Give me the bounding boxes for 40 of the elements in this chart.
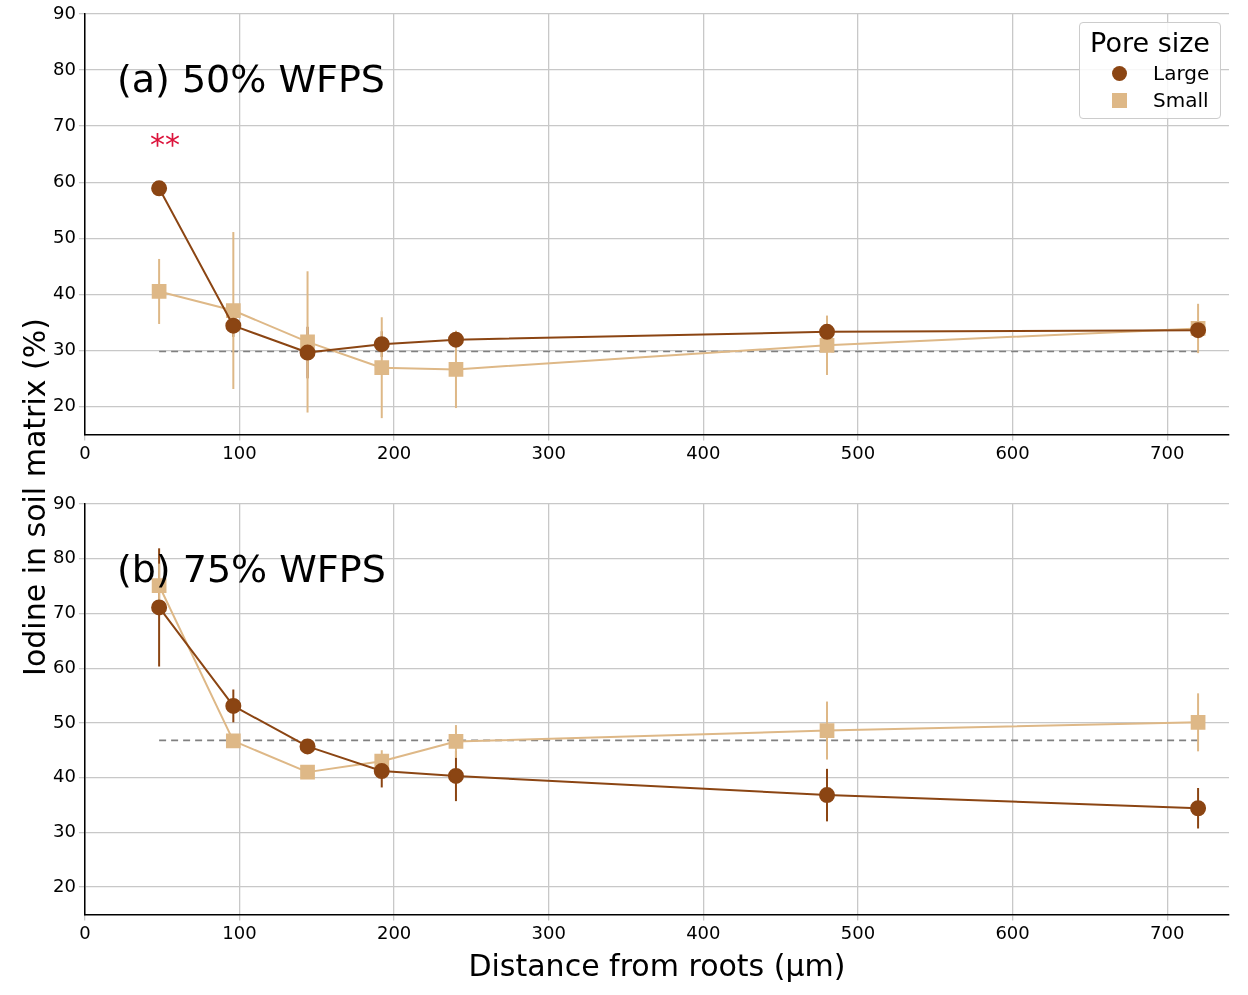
x-axis-title: Distance from roots (µm) [468,947,846,983]
x-tick-label: 300 [531,441,566,463]
y-tick-label: 90 [53,1,76,23]
y-tick-label: 70 [53,113,76,135]
x-tick-label: 300 [531,921,566,943]
y-tick-label: 60 [53,169,76,191]
x-tick-label: 500 [840,921,876,943]
x-tick-label: 600 [995,441,1030,463]
x-tick-label: 200 [376,441,412,463]
annotation: ** [150,126,181,162]
y-tick-label: 90 [53,491,76,513]
legend-title: Pore size [1090,27,1210,58]
y-axis-title: Iodine in soil matrix (%) [16,318,52,676]
x-tick-label: 400 [686,441,721,463]
y-tick-label: 80 [53,546,76,568]
x-tick-label: 100 [222,441,257,463]
annotation: (a) 50% WFPS [116,56,385,101]
y-tick-label: 20 [53,874,76,896]
y-tick-label: 50 [53,710,76,732]
x-tick-label: 700 [1149,921,1185,943]
x-tick-label: 0 [79,921,91,943]
y-tick-label: 50 [53,225,76,247]
y-tick-label: 80 [53,57,76,79]
x-tick-label: 600 [995,921,1030,943]
legend-label: Large [1153,61,1210,85]
y-tick-label: 40 [53,281,76,303]
x-tick-label: 200 [376,921,412,943]
y-tick-label: 60 [53,655,76,677]
y-tick-label: 30 [53,337,76,359]
y-tick-label: 30 [53,819,76,841]
x-tick-label: 0 [79,441,91,463]
x-tick-label: 500 [840,441,876,463]
x-tick-label: 400 [686,921,721,943]
legend-label: Small [1153,88,1209,112]
y-tick-label: 40 [53,765,76,787]
x-tick-label: 100 [222,921,257,943]
x-tick-label: 700 [1149,441,1185,463]
annotation: (b) 75% WFPS [116,546,386,591]
y-tick-label: 70 [53,601,76,623]
y-tick-label: 20 [53,394,76,416]
